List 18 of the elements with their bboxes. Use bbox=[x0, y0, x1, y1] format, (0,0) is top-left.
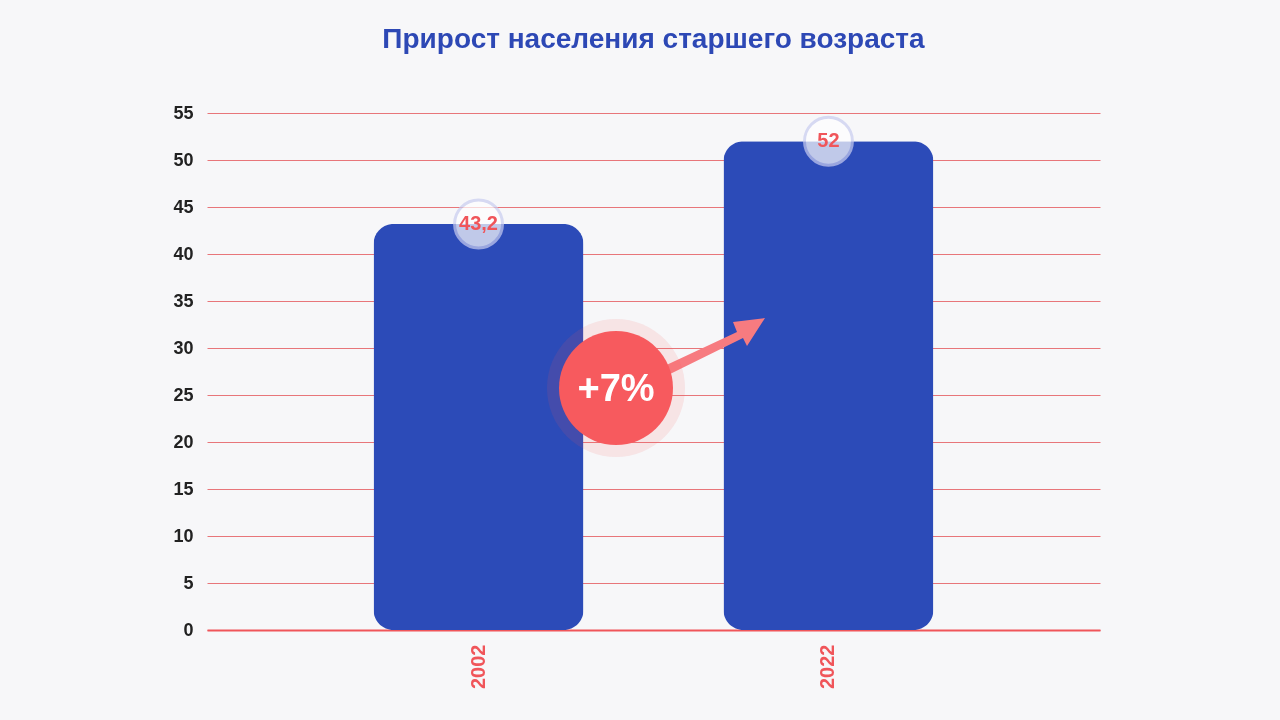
annotation: +7% bbox=[559, 331, 673, 445]
y-tick-label: 30 bbox=[173, 337, 194, 358]
chart-title: Прирост населения старшего возраста bbox=[382, 23, 926, 54]
x-tick-label: 2002 bbox=[466, 644, 489, 689]
data-label: 52 bbox=[817, 129, 840, 152]
y-tick-label: 35 bbox=[173, 290, 194, 311]
y-tick-label: 10 bbox=[173, 525, 194, 546]
y-tick-label: 0 bbox=[183, 619, 194, 640]
y-tick-label: 50 bbox=[173, 149, 194, 170]
y-tick-label: 5 bbox=[183, 572, 194, 593]
data-label: 43,2 bbox=[459, 211, 499, 234]
y-tick-label: 20 bbox=[173, 431, 194, 452]
x-tick-label: 2022 bbox=[816, 644, 839, 689]
y-tick-label: 15 bbox=[173, 478, 194, 499]
y-tick-label: 55 bbox=[173, 102, 194, 123]
y-tick-label: 25 bbox=[173, 384, 194, 405]
y-tick-label: 40 bbox=[173, 243, 194, 264]
y-tick-label: 45 bbox=[173, 196, 194, 217]
